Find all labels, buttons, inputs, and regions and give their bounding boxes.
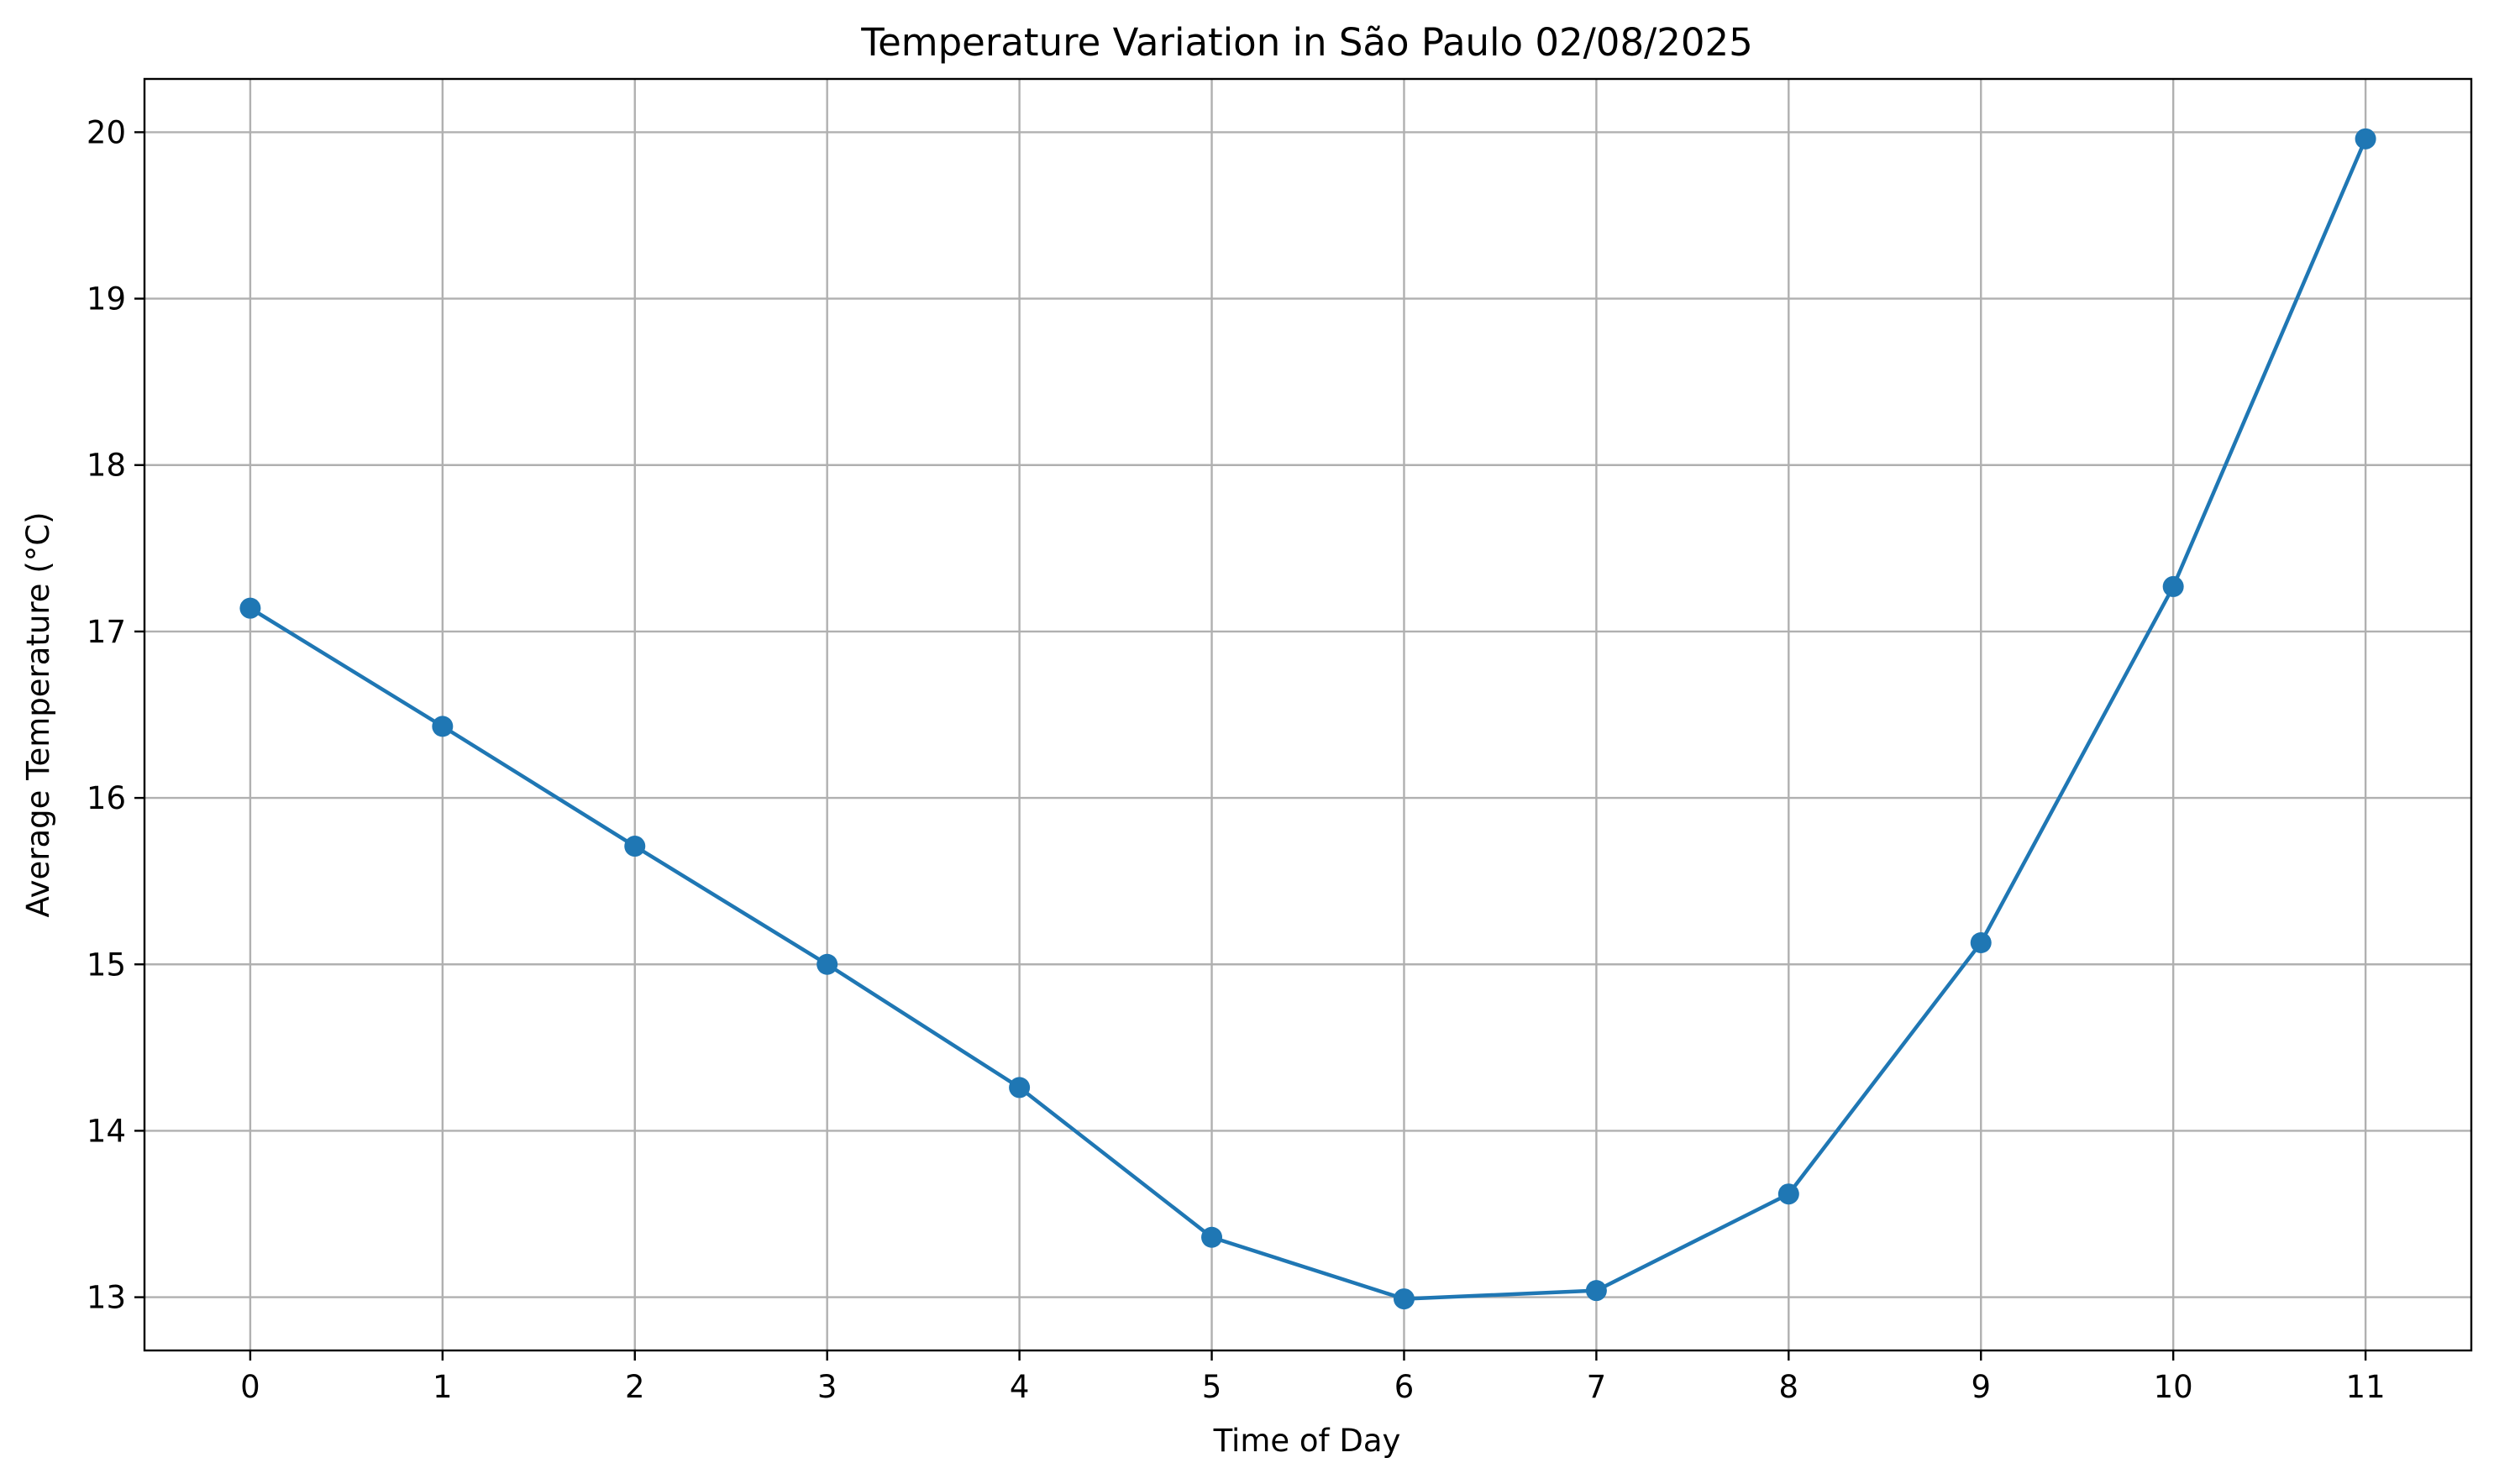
y-axis-ticks: 13 14 15 16 17 18 19 20 [87,114,144,1316]
x-tick-label: 11 [2346,1369,2386,1405]
x-tick-label: 4 [1010,1369,1030,1405]
x-tick-label: 1 [433,1369,453,1405]
y-tick-label: 15 [87,947,126,983]
data-point [816,953,838,975]
x-axis-ticks: 0 1 2 3 4 5 6 7 8 9 10 11 [240,1350,2386,1405]
grid [144,79,2471,1350]
x-tick-label: 10 [2154,1369,2193,1405]
data-point [1201,1226,1223,1248]
x-tick-label: 8 [1779,1369,1799,1405]
x-tick-label: 3 [817,1369,837,1405]
x-tick-label: 2 [625,1369,645,1405]
data-point [2355,128,2376,149]
x-tick-label: 0 [240,1369,260,1405]
y-tick-label: 19 [87,281,126,317]
x-tick-label: 9 [1971,1369,1991,1405]
data-point [1393,1288,1415,1310]
data-point [2162,575,2184,597]
series-layer [239,128,2376,1310]
data-point [1777,1183,1799,1205]
data-point [624,836,646,857]
plot-area-frame [143,77,2473,1352]
y-tick-label: 14 [87,1113,126,1149]
y-axis-label: Average Temperature (°C) [20,511,56,917]
data-point [432,716,454,737]
chart-title: Temperature Variation in São Paulo 02/08… [860,20,1753,65]
x-axis-label: Time of Day [1213,1423,1401,1459]
y-tick-label: 17 [87,614,126,650]
y-tick-label: 13 [87,1280,126,1316]
series-line [248,137,2368,1301]
x-tick-label: 6 [1394,1369,1415,1405]
x-tick-label: 7 [1587,1369,1607,1405]
data-point [239,597,261,619]
y-tick-label: 18 [87,448,126,484]
y-tick-label: 16 [87,780,126,816]
data-point [1009,1077,1031,1099]
data-point [1970,931,1992,953]
x-tick-label: 5 [1202,1369,1222,1405]
y-tick-label: 20 [87,114,126,150]
data-point [1585,1280,1607,1302]
